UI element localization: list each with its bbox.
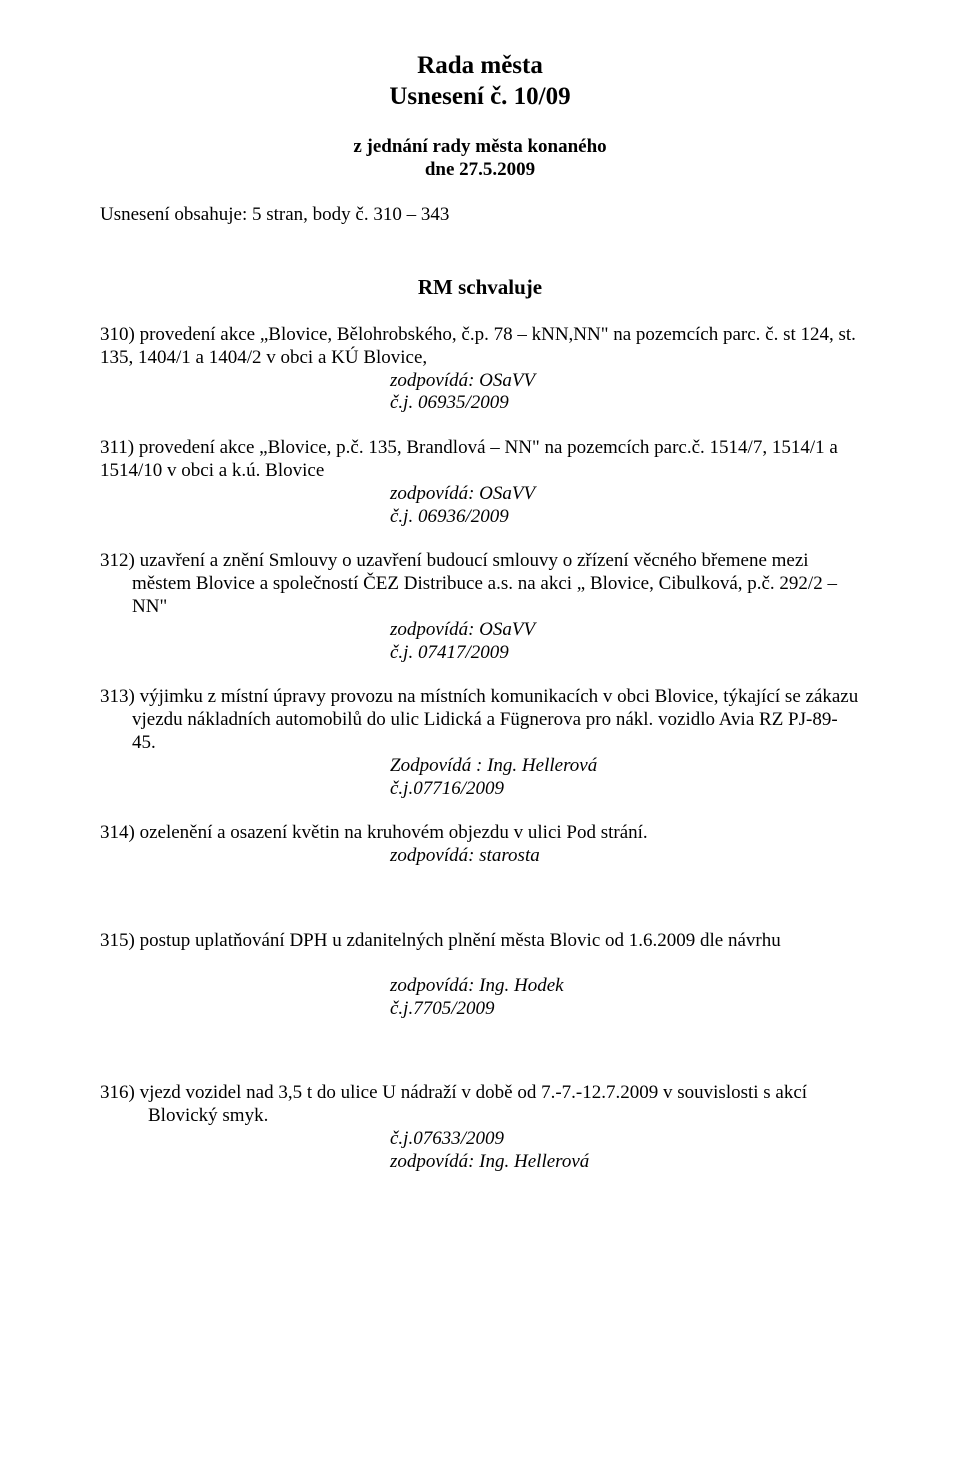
resolution-item: 314) ozelenění a osazení květin na kruho… xyxy=(100,822,860,868)
item-reference: č.j. 07417/2009 xyxy=(390,642,860,665)
item-text: 316) vjezd vozidel nad 3,5 t do ulice U … xyxy=(100,1082,860,1128)
item-text: 311) provedení akce „Blovice, p.č. 135, … xyxy=(100,437,860,483)
document-meta: Usnesení obsahuje: 5 stran, body č. 310 … xyxy=(100,204,860,227)
document-subtitle: z jednání rady města konaného dne 27.5.2… xyxy=(100,135,860,183)
resolution-item: 316) vjezd vozidel nad 3,5 t do ulice U … xyxy=(100,1082,860,1173)
item-responsible: zodpovídá: OSaVV xyxy=(390,370,860,393)
item-text: 315) postup uplatňování DPH u zdanitelný… xyxy=(100,930,860,953)
item-text: 312) uzavření a znění Smlouvy o uzavření… xyxy=(100,550,860,618)
item-reference: č.j.07716/2009 xyxy=(390,778,860,801)
item-responsible: Zodpovídá : Ing. Hellerová xyxy=(390,755,860,778)
item-text: 314) ozelenění a osazení květin na kruho… xyxy=(100,822,860,845)
resolution-item: 311) provedení akce „Blovice, p.č. 135, … xyxy=(100,437,860,528)
item-reference: č.j.07633/2009 xyxy=(390,1128,860,1151)
section-heading: RM schvaluje xyxy=(100,275,860,300)
item-text: 313) výjimku z místní úpravy provozu na … xyxy=(100,686,860,754)
document-page: Rada města Usnesení č. 10/09 z jednání r… xyxy=(0,0,960,1457)
item-reference: č.j. 06935/2009 xyxy=(390,392,860,415)
item-reference: č.j.7705/2009 xyxy=(390,998,860,1021)
item-responsible: zodpovídá: Ing. Hellerová xyxy=(390,1151,860,1174)
subtitle-line-2: dne 27.5.2009 xyxy=(100,158,860,182)
resolution-item: 315) postup uplatňování DPH u zdanitelný… xyxy=(100,930,860,1020)
item-responsible: zodpovídá: OSaVV xyxy=(390,483,860,506)
item-text: 310) provedení akce „Blovice, Bělohrobsk… xyxy=(100,324,860,370)
item-responsible: zodpovídá: OSaVV xyxy=(390,619,860,642)
item-reference: č.j. 06936/2009 xyxy=(390,506,860,529)
document-title: Rada města Usnesení č. 10/09 xyxy=(100,50,860,113)
item-responsible: zodpovídá: Ing. Hodek xyxy=(390,975,860,998)
title-line-1: Rada města xyxy=(100,50,860,81)
resolution-item: 313) výjimku z místní úpravy provozu na … xyxy=(100,686,860,800)
item-responsible: zodpovídá: starosta xyxy=(390,845,860,868)
resolution-item: 312) uzavření a znění Smlouvy o uzavření… xyxy=(100,550,860,664)
resolution-item: 310) provedení akce „Blovice, Bělohrobsk… xyxy=(100,324,860,415)
title-line-2: Usnesení č. 10/09 xyxy=(100,81,860,112)
subtitle-line-1: z jednání rady města konaného xyxy=(100,135,860,159)
